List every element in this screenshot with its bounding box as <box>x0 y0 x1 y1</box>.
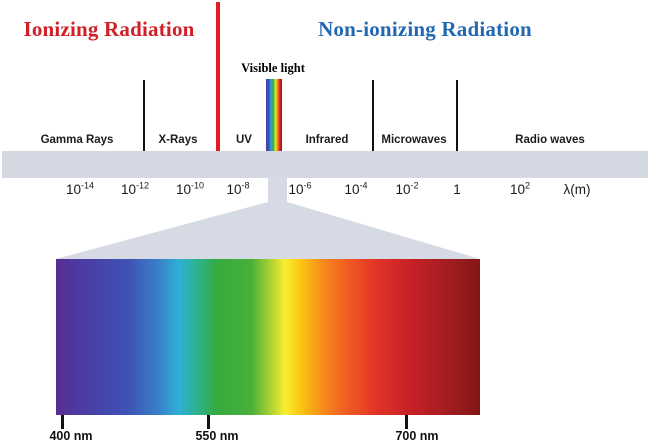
scale-tick-1e2: 102 <box>488 180 552 197</box>
band-label-x-rays: X-Rays <box>158 134 198 146</box>
tick-base: 10 <box>509 182 525 197</box>
non-ionizing-radiation-heading: Non-ionizing Radiation <box>318 17 532 41</box>
tick-exp: -12 <box>136 180 150 191</box>
band-label-infrared: Infrared <box>305 134 349 146</box>
tick-base: 10 <box>288 182 304 197</box>
divider-microwave-radio <box>456 80 458 151</box>
zoom-funnel-shape <box>56 177 480 259</box>
scale-tick-1: 1 <box>425 182 489 197</box>
nm-label-400: 400 nm <box>49 429 93 443</box>
tick-base: 10 <box>226 182 242 197</box>
scale-tick-1e-4: 10-4 <box>324 180 388 197</box>
scale-tick-1e-2: 10-2 <box>375 180 439 197</box>
nm-tick-700 <box>405 415 408 429</box>
tick-exp: -8 <box>241 180 250 191</box>
tick-exp: -4 <box>359 180 368 191</box>
divider-infrared-microwave <box>372 80 374 151</box>
nm-label-550: 550 nm <box>195 429 239 443</box>
tick-exp: -10 <box>191 180 205 191</box>
scale-tick-1e-12: 10-12 <box>103 180 167 197</box>
band-label-radio-waves: Radio waves <box>515 134 585 146</box>
tick-base: 10 <box>65 182 81 197</box>
wavelength-unit-label: λ(m) <box>563 182 591 197</box>
tick-base: 10 <box>175 182 191 197</box>
ionizing-boundary-line <box>216 2 220 152</box>
ionizing-radiation-heading: Ionizing Radiation <box>23 17 195 41</box>
band-label-uv: UV <box>236 134 252 146</box>
scale-tick-1e-10: 10-10 <box>158 180 222 197</box>
scale-tick-1e-6: 10-6 <box>268 180 332 197</box>
visible-light-mini-spectrum <box>266 79 282 152</box>
wavelength-band <box>2 151 648 178</box>
tick-exp: 2 <box>525 180 531 191</box>
tick-base: 10 <box>344 182 360 197</box>
nm-tick-550 <box>207 415 210 429</box>
scale-tick-1e-14: 10-14 <box>48 180 112 197</box>
tick-exp: -2 <box>410 180 419 191</box>
visible-light-label: Visible light <box>241 61 305 75</box>
zoom-funnel <box>56 177 480 259</box>
tick-base: 10 <box>120 182 136 197</box>
tick-base: 10 <box>395 182 411 197</box>
tick-exp: -6 <box>303 180 312 191</box>
tick-exp: -14 <box>81 180 95 191</box>
nm-tick-400 <box>61 415 64 429</box>
visible-spectrum-bar <box>56 259 480 415</box>
divider-gamma-xray <box>143 80 145 151</box>
scale-tick-1e-8: 10-8 <box>206 180 270 197</box>
nm-label-700: 700 nm <box>395 429 439 443</box>
band-label-gamma-rays: Gamma Rays <box>40 134 114 146</box>
tick-base: 1 <box>453 182 461 197</box>
band-label-microwaves: Microwaves <box>381 134 447 146</box>
